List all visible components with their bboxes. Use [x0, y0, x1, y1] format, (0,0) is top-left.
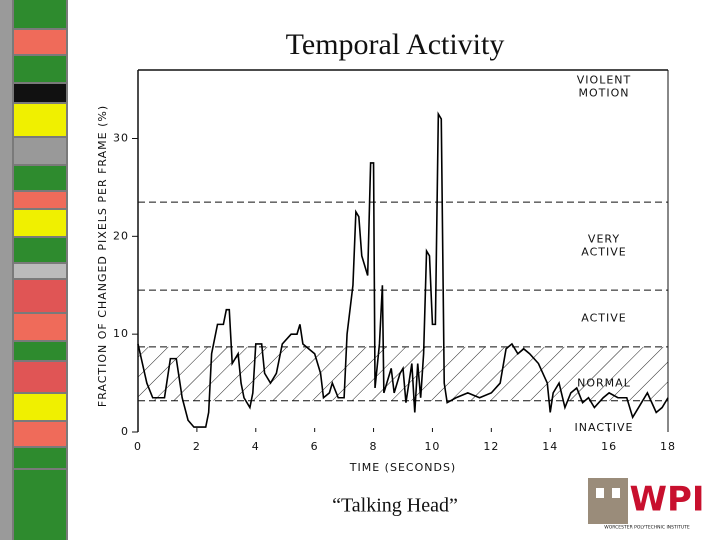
zone-label: VIOLENT MOTION	[577, 74, 631, 100]
y-tick-label: 10	[113, 327, 129, 340]
logo: WPI WORCESTER POLYTECHNIC INSTITUTE	[588, 478, 705, 531]
zone-label: ACTIVE	[581, 312, 626, 325]
x-tick-label: 14	[542, 440, 558, 453]
x-tick-label: 18	[660, 440, 676, 453]
x-tick-label: 2	[193, 440, 201, 453]
zone-label: NORMAL	[577, 377, 631, 390]
y-tick-label: 0	[121, 425, 129, 438]
y-axis-label: FRACTION OF CHANGED PIXELS PER FRAME (%)	[96, 105, 109, 407]
y-tick-label: 20	[113, 229, 129, 242]
side-strip	[0, 0, 68, 540]
zone-label: VERY ACTIVE	[581, 233, 626, 259]
x-tick-label: 16	[601, 440, 617, 453]
caption: “Talking Head”	[332, 495, 458, 517]
logo-subtitle: WORCESTER POLYTECHNIC INSTITUTE	[604, 525, 690, 531]
x-tick-label: 12	[483, 440, 499, 453]
x-tick-label: 6	[311, 440, 319, 453]
x-tick-label: 8	[370, 440, 378, 453]
title: Temporal Activity	[286, 28, 505, 61]
x-tick-label: 0	[134, 440, 142, 453]
zone-label: INACTIVE	[575, 421, 634, 434]
x-tick-label: 4	[252, 440, 260, 453]
activity-line	[137, 111, 669, 428]
x-axis-label: TIME (SECONDS)	[349, 461, 456, 474]
y-tick-label: 30	[113, 131, 129, 144]
x-tick-label: 10	[424, 440, 440, 453]
logo-text: WPI	[629, 480, 704, 520]
